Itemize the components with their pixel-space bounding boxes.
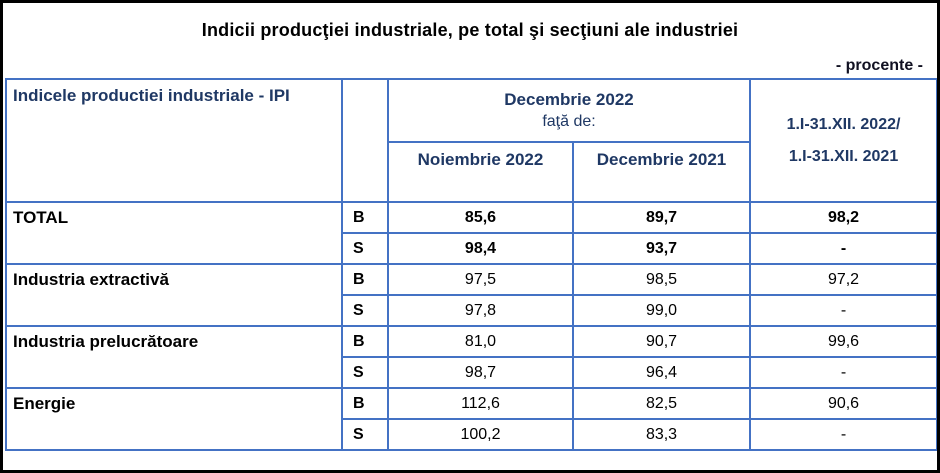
unit-note: - procente -	[835, 57, 923, 74]
bs-cell: B	[341, 325, 389, 358]
value-cell: 97,5	[387, 263, 574, 296]
value-cell: 98,2	[749, 201, 937, 234]
value-cell: 90,6	[749, 387, 937, 420]
value-cell: 112,6	[387, 387, 574, 420]
bs-cell: B	[341, 387, 389, 420]
value-cell: -	[749, 294, 937, 327]
row-label: Industria extractivă	[5, 263, 343, 327]
table-row-prelucratoare-s: S 98,7 96,4 -	[6, 356, 937, 389]
column-header-december-2022: Decembrie 2022 faţă de:	[386, 78, 752, 143]
table-row-total-s: S 98,4 93,7 -	[6, 232, 937, 265]
bs-cell: S	[341, 418, 389, 451]
bs-cell: S	[341, 294, 389, 327]
value-cell: 83,3	[571, 418, 752, 451]
value-cell: 100,2	[387, 418, 574, 451]
ipi-table: Indicele productiei industriale - IPI De…	[5, 78, 937, 451]
value-cell: -	[749, 418, 937, 451]
header-annual-line2: 1.I-31.XII. 2021	[788, 147, 899, 165]
value-cell: -	[749, 356, 937, 389]
table-row-extractiva-s: S 97,8 99,0 -	[6, 294, 937, 327]
table-row-energie-s: S 100,2 83,3 -	[6, 418, 937, 451]
value-cell: 97,2	[749, 263, 937, 296]
value-cell: 89,7	[571, 201, 752, 234]
value-cell: 90,7	[571, 325, 752, 358]
column-header-annual-ratio: 1.I-31.XII. 2022/ 1.I-31.XII. 2021	[749, 78, 937, 203]
table-row-prelucratoare-b: Industria prelucrătoare B 81,0 90,7 99,6	[5, 325, 937, 389]
value-cell: 93,7	[571, 232, 752, 265]
table-row-extractiva-b: Industria extractivă B 97,5 98,5 97,2	[5, 263, 937, 327]
table-row-total-b: TOTAL B 85,6 89,7 98,2	[5, 201, 937, 265]
value-cell: 85,6	[387, 201, 574, 234]
bs-cell: S	[341, 356, 389, 389]
row-label: Energie	[5, 387, 343, 451]
column-header-ipi: Indicele productiei industriale - IPI	[5, 78, 343, 203]
bs-cell: B	[341, 263, 389, 296]
column-header-november-2022: Noiembrie 2022	[387, 141, 574, 203]
header-annual-line1: 1.I-31.XII. 2022/	[786, 115, 901, 133]
value-cell: 99,0	[571, 294, 752, 327]
value-cell: 98,4	[387, 232, 574, 265]
value-cell: 97,8	[387, 294, 574, 327]
value-cell: 98,5	[571, 263, 752, 296]
value-cell: -	[749, 232, 937, 265]
header-row-2: Noiembrie 2022 Decembrie 2021	[6, 141, 937, 203]
header-row-1: Indicele productiei industriale - IPI De…	[5, 78, 937, 203]
value-cell: 82,5	[571, 387, 752, 420]
column-header-bs-empty	[341, 78, 389, 203]
header-december-2022-line1: Decembrie 2022	[504, 90, 634, 109]
bs-cell: B	[341, 201, 389, 234]
value-cell: 98,7	[387, 356, 574, 389]
row-label: Industria prelucrătoare	[5, 325, 343, 389]
bs-cell: S	[341, 232, 389, 265]
value-cell: 81,0	[387, 325, 574, 358]
column-header-december-2021: Decembrie 2021	[571, 141, 752, 203]
table-row-energie-b: Energie B 112,6 82,5 90,6	[5, 387, 937, 451]
page-title: Indicii producţiei industriale, pe total…	[201, 20, 739, 40]
row-label: TOTAL	[5, 201, 343, 265]
header-december-2022-line2: faţă de:	[542, 113, 596, 130]
value-cell: 96,4	[571, 356, 752, 389]
value-cell: 99,6	[749, 325, 937, 358]
